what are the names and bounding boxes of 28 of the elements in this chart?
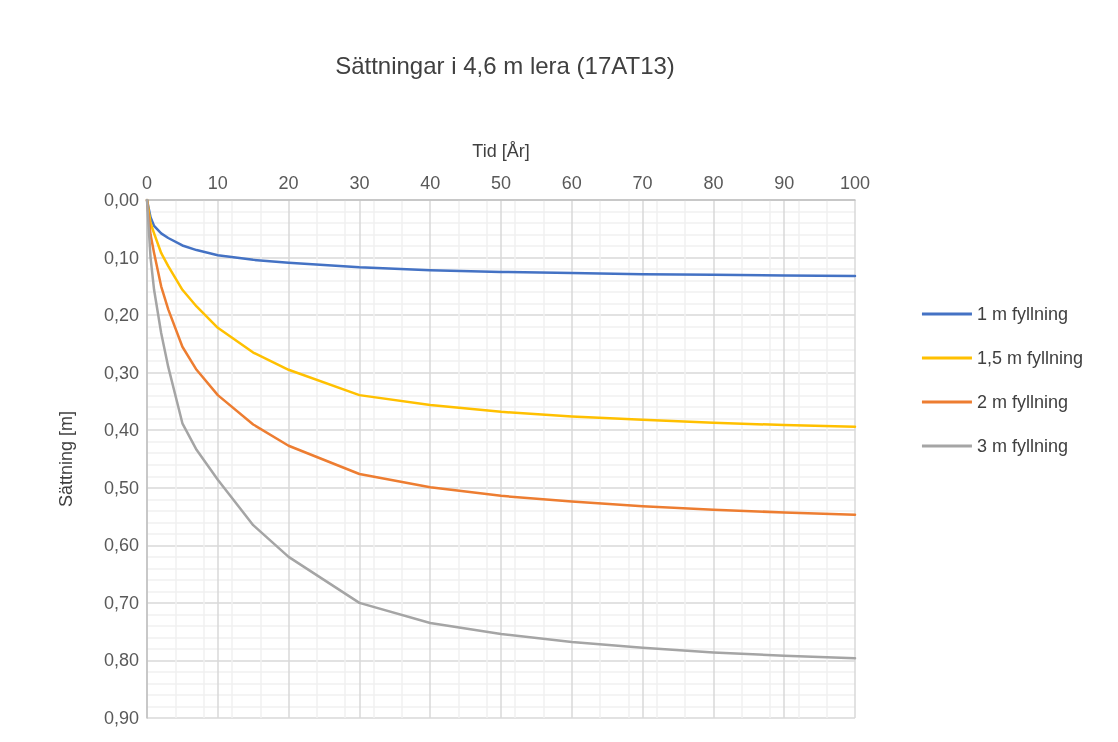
legend-label: 3 m fyllning	[976, 436, 1068, 456]
y-tick-label: 0,20	[103, 305, 139, 326]
chart-title: Sättningar i 4,6 m lera (17AT13)	[335, 51, 675, 79]
y-tick-label: 0,60	[103, 535, 139, 556]
x-tick-label: 60	[561, 173, 582, 193]
x-axis-title: Tid [År]	[472, 141, 530, 161]
y-tick-label: 0,50	[103, 477, 139, 498]
x-tick-label: 0	[141, 173, 153, 193]
y-axis-title: Sättning [m]	[56, 410, 76, 508]
x-tick-label: 50	[490, 173, 512, 193]
x-tick-label: 10	[207, 173, 228, 193]
legend-label: 1,5 m fyllning	[976, 348, 1084, 368]
legend-label: 2 m fyllning	[976, 392, 1068, 412]
x-tick-label: 40	[420, 173, 441, 193]
y-tick-label: 0,80	[103, 650, 139, 671]
x-tick-label: 70	[632, 173, 653, 193]
x-tick-label: 100	[839, 173, 871, 193]
y-tick-label: 0,40	[103, 420, 139, 441]
legend-label: 1 m fyllning	[976, 304, 1068, 324]
y-tick-label: 0,30	[103, 362, 139, 383]
x-tick-label: 90	[774, 173, 795, 193]
y-tick-label: 0,90	[103, 708, 139, 728]
y-tick-label: 0,10	[103, 247, 139, 268]
y-tick-label: 0,70	[103, 592, 139, 613]
x-tick-label: 20	[278, 173, 299, 193]
x-tick-label: 80	[703, 173, 724, 193]
x-tick-label: 30	[349, 173, 370, 193]
y-tick-label: 0,00	[103, 190, 139, 210]
